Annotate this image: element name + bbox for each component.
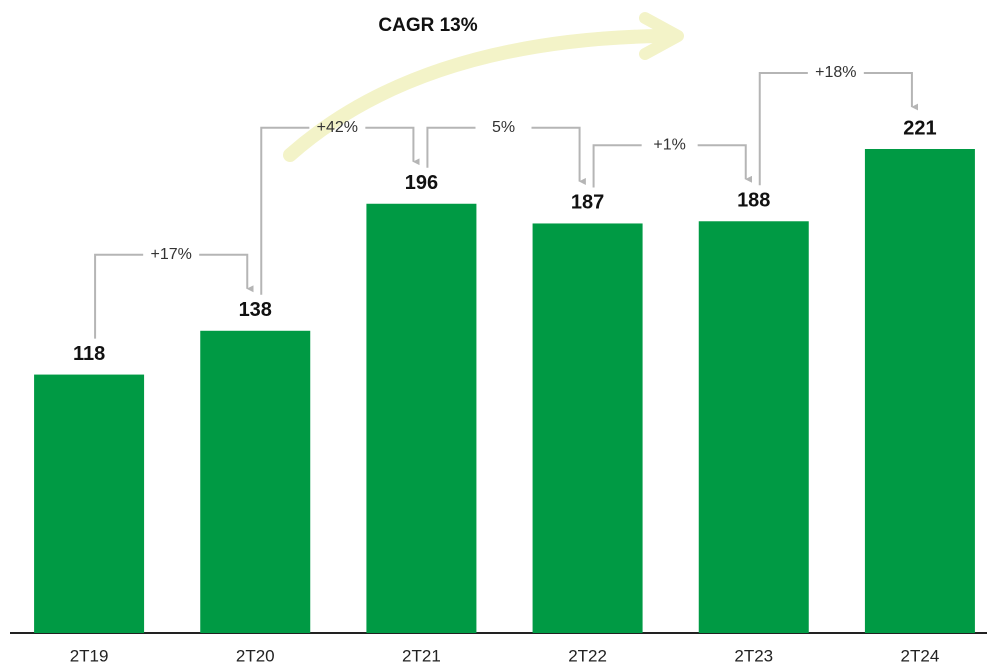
- growth-label: +42%: [317, 119, 358, 136]
- value-label: 188: [737, 190, 770, 212]
- cagr-arrow: [283, 29, 667, 162]
- x-tick-label: 2T20: [236, 646, 275, 665]
- growth-label: +17%: [150, 246, 191, 263]
- growth-connector: [426, 126, 476, 168]
- growth-connector: [863, 72, 919, 111]
- value-label: 196: [405, 172, 438, 194]
- bar: [200, 330, 311, 633]
- cagr-label: CAGR 13%: [378, 15, 477, 36]
- bar: [366, 203, 477, 633]
- value-label: 187: [571, 192, 604, 214]
- bar: [698, 221, 809, 634]
- growth-label: 5%: [492, 119, 515, 136]
- value-label: 221: [903, 117, 936, 139]
- growth-connector: [365, 126, 420, 166]
- growth-connector: [592, 144, 642, 188]
- growth-connector: [199, 253, 254, 293]
- growth-label: +18%: [815, 64, 856, 81]
- growth-label: +1%: [653, 136, 685, 153]
- x-tick-label: 2T22: [568, 646, 607, 665]
- value-label: 118: [73, 343, 105, 365]
- x-tick-label: 2T21: [402, 646, 441, 665]
- x-tick-label: 2T19: [70, 646, 109, 665]
- x-tick-label: 2T24: [901, 646, 940, 665]
- x-tick-label: 2T23: [734, 646, 773, 665]
- cagr-arrow-head: [639, 12, 684, 60]
- growth-connector: [94, 253, 144, 339]
- bar: [34, 374, 145, 633]
- bar: [864, 149, 975, 633]
- bar: [532, 223, 643, 633]
- growth-connector: [697, 144, 753, 183]
- value-label: 138: [239, 299, 272, 321]
- growth-connector: [531, 126, 586, 185]
- growth-connector: [260, 126, 310, 295]
- growth-connector: [758, 72, 808, 186]
